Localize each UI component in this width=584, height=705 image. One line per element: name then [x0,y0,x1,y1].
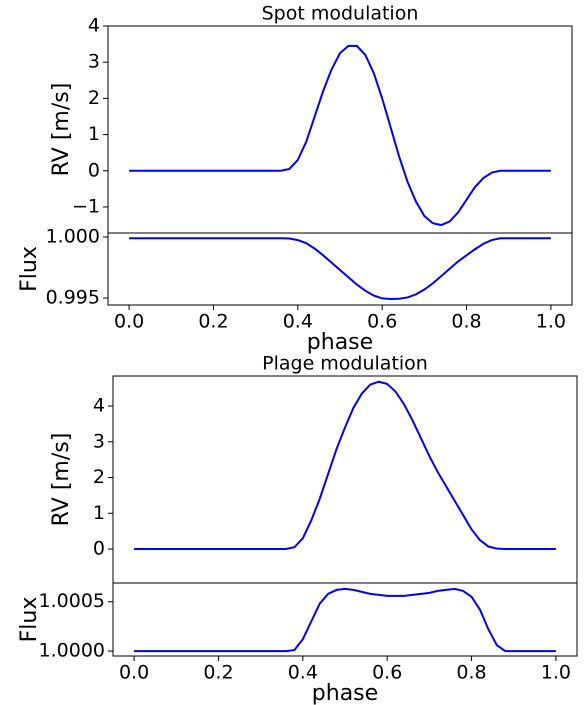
data-line [134,587,556,653]
data-line [129,237,551,301]
y-tick-label: 3 [88,51,100,73]
x-tick-label: 0.8 [451,311,481,333]
x-tick-label: 0.4 [288,662,318,684]
y-axis-label: Flux [17,597,42,643]
y-tick-label: 1 [88,123,100,145]
y-tick-label: 2 [93,466,105,488]
y-tick-label: 1.0005 [39,590,105,612]
y-tick-label: 0 [88,159,100,181]
x-tick-label: 0.6 [372,662,402,684]
y-tick-label: 1.0000 [39,640,105,662]
y-tick-label: 2 [88,87,100,109]
x-tick-label: 1.0 [541,662,571,684]
plot-area [129,44,551,227]
chart-title: Plage modulation [262,353,428,375]
chart-title: Spot modulation [262,3,419,25]
y-tick-label: 1.000 [46,226,100,248]
x-tick-label: 0.2 [203,662,233,684]
x-tick-label: 0.6 [367,311,397,333]
y-tick-label: −1 [72,195,100,217]
plot-area [134,587,556,653]
x-axis-label: phase [307,330,373,355]
axes-frame [112,375,578,584]
x-tick-label: 0.4 [283,311,313,333]
data-line [129,44,551,227]
y-axis-label: Flux [17,246,42,292]
axes-frame [107,232,573,306]
y-tick-label: 0 [93,538,105,560]
x-tick-label: 0.8 [456,662,486,684]
plot-area [134,380,556,551]
y-tick-label: 3 [93,430,105,452]
data-line [134,380,556,551]
y-tick-label: 4 [88,15,100,37]
plot-area [129,237,551,301]
x-tick-label: 0.0 [119,662,149,684]
x-tick-label: 1.0 [536,311,566,333]
x-tick-label: 0.2 [198,311,228,333]
y-tick-label: 0.995 [46,287,100,309]
x-tick-label: 0.0 [114,311,144,333]
axes-frame [112,582,578,657]
axes-frame [107,25,573,234]
y-axis-label: RV [m/s] [49,83,74,177]
y-axis-label: RV [m/s] [49,433,74,527]
y-tick-label: 4 [93,395,105,417]
y-tick-label: 1 [93,502,105,524]
x-axis-label: phase [312,681,378,705]
